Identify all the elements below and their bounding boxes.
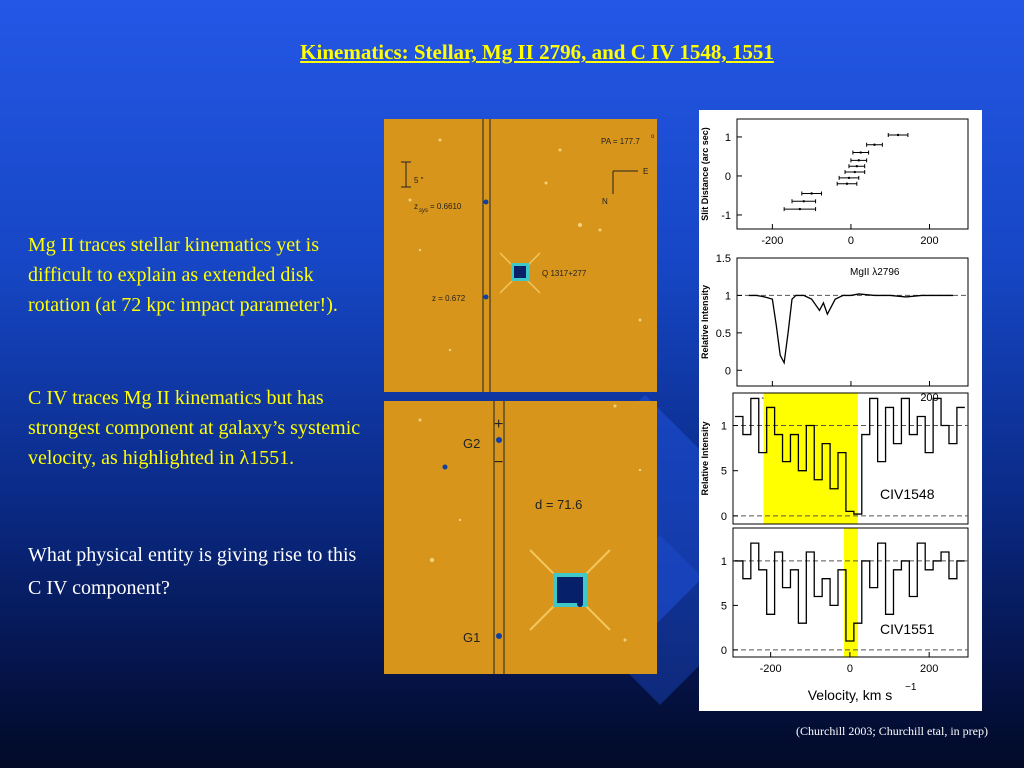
- slide-title: Kinematics: Stellar, Mg II 2796, and C I…: [300, 40, 774, 64]
- paragraph: What physical entity is giving rise to t…: [28, 544, 357, 599]
- paragraph: Mg II traces stellar kinematics yet is d…: [28, 234, 338, 316]
- image-bg: [384, 119, 657, 392]
- image-label: d = 71.6: [535, 497, 582, 512]
- plot: -1 0 1 -200 0 200 Slit Distance (arc sec): [700, 118, 969, 247]
- image-label: o: [651, 134, 655, 140]
- highlight: [763, 393, 858, 524]
- image-label: −: [494, 454, 503, 471]
- citation: (Churchill 2003; Churchill etal, in prep…: [796, 724, 988, 738]
- image-label: z: [414, 202, 418, 211]
- image-label: PA = 177.7: [601, 137, 640, 146]
- plot: 0 5 1 -200 0 200 Velocity, km s −1 CIV1551: [721, 527, 969, 703]
- y-tick-label: -1: [721, 210, 731, 222]
- y-tick-label: 5: [721, 466, 727, 478]
- spectrum-step: [734, 542, 965, 642]
- y-tick-label: 5: [721, 600, 727, 612]
- x-axis-label-sup: −1: [905, 682, 917, 693]
- image-label: G1: [463, 630, 480, 645]
- galaxy: [483, 294, 489, 300]
- y-axis-label: Slit Distance (arc sec): [700, 127, 710, 221]
- point: [802, 200, 805, 203]
- y-tick-label: 1: [721, 556, 727, 568]
- y-axis-label: Relative Intensity: [700, 421, 710, 495]
- galaxy: [483, 199, 489, 205]
- quasar: [529, 549, 611, 631]
- x-tick-label: 200: [920, 663, 938, 675]
- point: [845, 182, 849, 185]
- point: [847, 176, 851, 180]
- plot-label: CIV1548: [880, 486, 935, 502]
- point: [810, 192, 813, 195]
- y-tick-label: 1.5: [716, 253, 731, 265]
- plot-frame: [732, 527, 969, 658]
- x-tick-label: -200: [761, 235, 783, 247]
- point: [855, 164, 859, 168]
- image-label: N: [602, 197, 608, 206]
- point: [857, 159, 860, 162]
- point: [798, 207, 802, 211]
- plot-frame: [732, 392, 969, 525]
- stars: [408, 138, 642, 352]
- image-label: +: [494, 416, 503, 433]
- x-tick-label: 200: [920, 392, 938, 404]
- x-tick-label: 0: [848, 235, 854, 247]
- galaxy: [496, 633, 502, 639]
- y-tick-label: 1: [725, 290, 731, 302]
- y-tick-label: 0: [725, 171, 731, 183]
- plot-frame: [736, 257, 969, 387]
- point: [859, 151, 862, 154]
- sky-image-bottom: G2 G1 d = 71.6 + −: [384, 401, 657, 674]
- spectrum-line: [748, 293, 954, 365]
- y-axis-label: Relative Intensity: [700, 285, 710, 359]
- plot: 0 5 1 Relative Intensity CIV1548: [700, 392, 969, 525]
- image-label: Q 1317+277: [542, 269, 587, 278]
- plot-label: CIV1551: [880, 621, 935, 637]
- x-tick-label: -200: [760, 663, 782, 675]
- point: [853, 170, 857, 174]
- galaxy: [442, 464, 448, 470]
- spectrum-step: [734, 397, 965, 515]
- x-axis-label: Velocity, km s: [808, 687, 893, 703]
- sky-image-top: PA = 177.7 o E N 5 " z sys = 0.6610 Q 13…: [384, 119, 657, 392]
- y-tick-label: 0: [721, 645, 727, 657]
- image-bg: [384, 401, 657, 674]
- point: [873, 143, 876, 146]
- y-tick-label: 0: [725, 365, 731, 377]
- point: [896, 133, 900, 137]
- image-label: 5 ": [414, 176, 424, 185]
- image-label: sys: [419, 208, 428, 214]
- x-tick-label: 200: [920, 235, 938, 247]
- y-tick-label: 1: [725, 132, 731, 144]
- plot-frame: [736, 118, 969, 230]
- image-label: G2: [463, 436, 480, 451]
- stars: [418, 404, 642, 642]
- y-tick-label: 1: [721, 421, 727, 433]
- y-tick-label: 0: [721, 511, 727, 523]
- plot-label: MgII λ2796: [850, 267, 900, 278]
- x-tick-label: 0: [847, 663, 853, 675]
- y-tick-label: 0.5: [716, 328, 731, 340]
- galaxy: [496, 437, 502, 443]
- image-label: = 0.6610: [430, 202, 462, 211]
- quasar: [499, 252, 541, 294]
- image-label: E: [643, 167, 648, 176]
- paragraph: C IV traces Mg II kinematics but has str…: [28, 387, 361, 469]
- image-label: z = 0.672: [432, 294, 466, 303]
